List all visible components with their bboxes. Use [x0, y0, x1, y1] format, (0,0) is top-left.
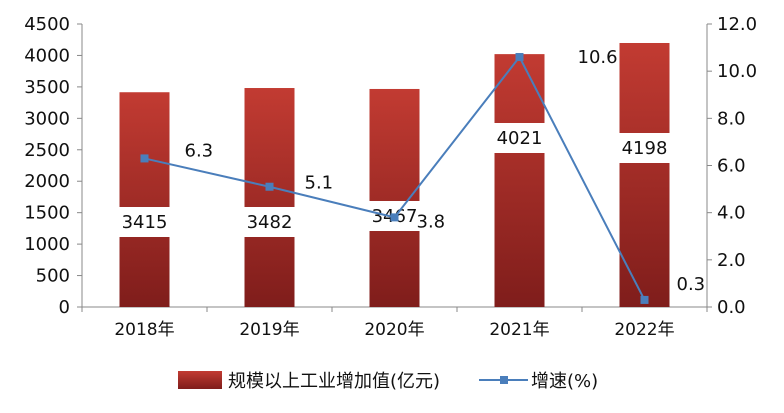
- x-tick-label: 2022年: [614, 320, 674, 340]
- plot-area: 0 500 1000 1500 2000 2500 3000 3500 4000 4500 0.0 2…: [24, 14, 757, 340]
- y-right-tick-label: 10.0: [717, 61, 757, 82]
- x-tick-label: 2019年: [239, 320, 299, 340]
- legend-bar-label: 规模以上工业增加值(亿元): [228, 371, 440, 392]
- x-tick-label: 2018年: [114, 320, 174, 340]
- line-data-label: 3.8: [417, 211, 446, 232]
- line-data-label: 10.6: [578, 47, 618, 68]
- y-right-tick-label: 8.0: [717, 108, 746, 129]
- legend-line-label: 增速(%): [531, 371, 598, 392]
- bar-data-label-bg: [241, 207, 298, 237]
- bar-data-label-bg: [491, 123, 548, 153]
- y-left-tick-label: 4000: [24, 45, 70, 66]
- y-right-tick-label: 2.0: [717, 250, 746, 271]
- bar: [244, 88, 295, 307]
- y-left-tick-label: 2500: [24, 140, 70, 161]
- line-point: [640, 295, 649, 304]
- y-right-tick-label: 12.0: [717, 14, 757, 35]
- bar: [494, 54, 545, 307]
- line-point: [265, 182, 274, 191]
- line-point: [390, 213, 399, 222]
- line-data-label: 5.1: [305, 173, 334, 194]
- line-point: [140, 154, 149, 163]
- bar: [119, 92, 170, 308]
- bar-data-label-bg: [616, 133, 673, 163]
- bar: [369, 88, 420, 307]
- line-data-label: 0.3: [677, 274, 706, 295]
- bar: [619, 42, 670, 308]
- bar-data-label-bg: [116, 207, 173, 237]
- y-left-tick-label: 1500: [24, 203, 70, 224]
- y-left-tick-label: 3000: [24, 108, 70, 129]
- bar-data-label: 4021: [497, 128, 543, 149]
- y-left-tick-label: 3500: [24, 77, 70, 98]
- y-left-tick-label: 500: [36, 266, 70, 287]
- line-point: [515, 53, 524, 62]
- y-right-tick-label: 0.0: [717, 297, 746, 318]
- bar-data-label: 4198: [622, 138, 668, 159]
- line-data-label: 6.3: [185, 140, 214, 161]
- y-left-tick-label: 2000: [24, 171, 70, 192]
- y-left-tick-label: 4500: [24, 14, 70, 35]
- y-left-tick-label: 1000: [24, 234, 70, 255]
- bar-data-label: 3482: [247, 212, 293, 233]
- legend: 规模以上工业增加值(亿元) 增速(%): [178, 371, 598, 392]
- y-right-tick-label: 6.0: [717, 156, 746, 177]
- x-tick-label: 2021年: [489, 320, 549, 340]
- y-right-tick-label: 4.0: [717, 203, 746, 224]
- x-tick-label: 2020年: [364, 320, 424, 340]
- legend-bar-swatch: [178, 371, 222, 389]
- bar-data-label: 3415: [122, 212, 168, 233]
- legend-line-marker: [500, 376, 508, 384]
- y-left-tick-label: 0: [59, 297, 70, 318]
